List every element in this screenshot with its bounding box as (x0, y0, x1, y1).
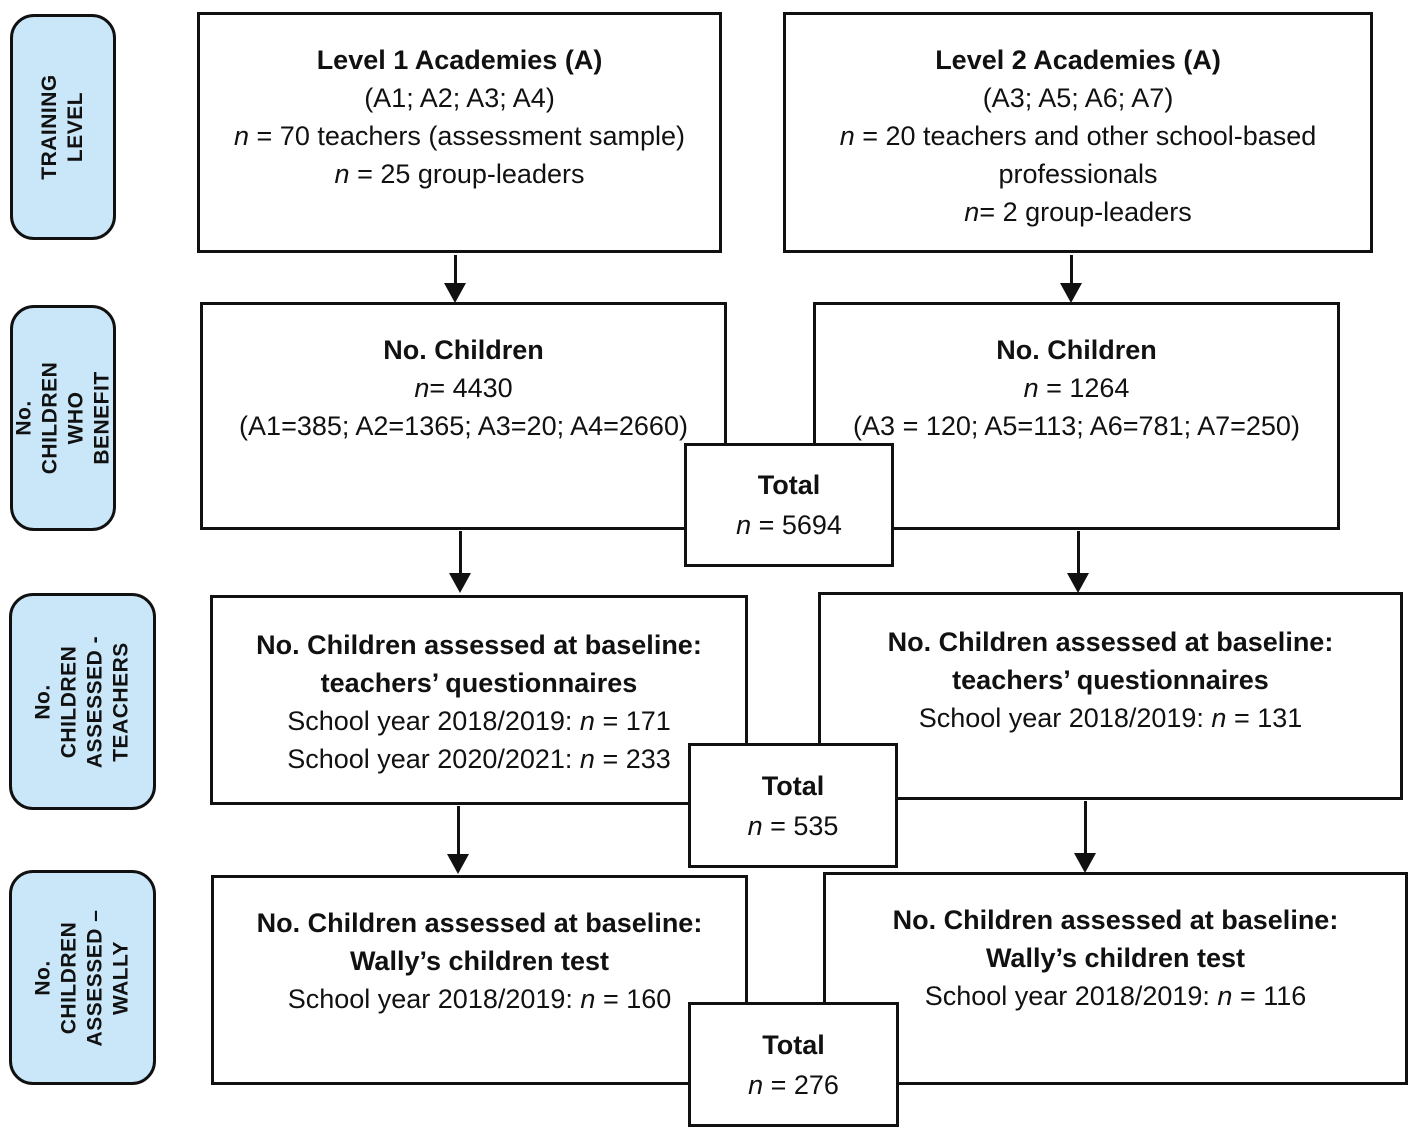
total-assessed-teachers-title: Total (761, 770, 825, 801)
total-assessed-teachers-n: n = 535 (747, 810, 839, 841)
assessed-teachers-level2-year1-n: School year 2018/2019: n = 131 (918, 703, 1303, 733)
row-label-children-benefit: No. CHILDREN WHO BENEFIT (10, 305, 116, 531)
down-arrow-children-to-teachers-left (449, 531, 471, 593)
assessed-wally-level1-title: No. Children assessed at baseline: (256, 908, 703, 938)
box-level1-teachers-n: n = 70 teachers (assessment sample) (234, 121, 685, 151)
arrow-head-icon (444, 283, 466, 303)
box-assessed-teachers-level2: No. Children assessed at baseline: teach… (818, 592, 1403, 800)
box-assessed-wally-level1: No. Children assessed at baseline: Wally… (211, 875, 748, 1085)
box-level1-academies: Level 1 Academies (A) (A1; A2; A3; A4) n… (197, 12, 722, 253)
row-label-training-level: TRAINING LEVEL (10, 14, 116, 240)
box-level2-teachers-n: n = 20 teachers and other school-based p… (839, 121, 1317, 189)
down-arrow-teachers-to-wally-left (447, 806, 469, 874)
children-benefit-level1-title: No. Children (383, 335, 544, 365)
assessed-teachers-level1-subtitle: teachers’ questionnaires (320, 668, 638, 698)
row-label-training-level-text: TRAINING LEVEL (38, 74, 87, 180)
down-arrow-level1-to-children (444, 255, 466, 303)
children-benefit-level2-breakdown: (A3 = 120; A5=113; A6=781; A7=250) (853, 411, 1300, 441)
total-children-benefit-title: Total (757, 470, 821, 500)
box-level1-academy-list: (A1; A2; A3; A4) (364, 83, 555, 113)
arrow-head-icon (1060, 283, 1082, 303)
box-level2-academy-list: (A3; A5; A6; A7) (982, 83, 1174, 113)
arrow-head-icon (1067, 573, 1089, 593)
arrow-head-icon (449, 573, 471, 593)
row-label-assessed-wally: No. CHILDREN ASSESSED – WALLY (9, 870, 156, 1085)
arrow-shaft (1083, 801, 1087, 859)
total-children-benefit-n: n = 5694 (736, 510, 842, 540)
row-label-assessed-teachers: No. CHILDREN ASSESSED - TEACHERS (9, 593, 156, 810)
arrow-shaft (453, 255, 457, 289)
assessed-teachers-level2-subtitle: teachers’ questionnaires (952, 665, 1269, 695)
assessed-teachers-level1-year2-n: School year 2020/2021: n = 233 (287, 744, 671, 774)
arrow-shaft (456, 806, 460, 860)
assessed-wally-level2-title: No. Children assessed at baseline: (892, 905, 1339, 935)
children-benefit-level1-breakdown: (A1=385; A2=1365; A3=20; A4=2660) (239, 411, 688, 441)
assessed-wally-level2-subtitle: Wally’s children test (985, 943, 1246, 973)
assessed-teachers-level2-title: No. Children assessed at baseline: (887, 627, 1334, 657)
box-children-benefit-level2: No. Children n = 1264 (A3 = 120; A5=113;… (813, 302, 1340, 530)
children-benefit-level2-title: No. Children (996, 335, 1157, 365)
children-benefit-level2-n: n = 1264 (1023, 373, 1130, 403)
arrow-head-icon (447, 854, 469, 874)
down-arrow-level2-to-children (1060, 255, 1082, 303)
assessed-wally-level1-year1-n: School year 2018/2019: n = 160 (287, 984, 672, 1014)
row-label-assessed-wally-text: No. CHILDREN ASSESSED – WALLY (31, 909, 133, 1046)
total-assessed-wally-n: n = 276 (748, 1069, 839, 1100)
box-level2-leaders-n: n= 2 group-leaders (964, 197, 1192, 227)
total-children-benefit: Total n = 5694 (684, 443, 894, 567)
assessed-wally-level1-subtitle: Wally’s children test (349, 946, 610, 976)
row-label-children-benefit-text: No. CHILDREN WHO BENEFIT (12, 361, 113, 475)
arrow-shaft (1076, 531, 1080, 579)
children-benefit-level1-n: n= 4430 (414, 373, 513, 403)
assessed-teachers-level1-title: No. Children assessed at baseline: (256, 630, 702, 660)
down-arrow-children-to-teachers-right (1067, 531, 1089, 593)
box-level2-academies: Level 2 Academies (A) (A3; A5; A6; A7) n… (783, 12, 1373, 253)
arrow-shaft (1069, 255, 1073, 289)
box-level1-leaders-n: n = 25 group-leaders (334, 159, 585, 189)
row-label-assessed-teachers-text: No. CHILDREN ASSESSED - TEACHERS (31, 635, 133, 768)
arrow-head-icon (1074, 853, 1096, 873)
down-arrow-teachers-to-wally-right (1074, 801, 1096, 873)
total-assessed-teachers: Total n = 535 (688, 743, 898, 868)
assessed-wally-level2-year1-n: School year 2018/2019: n = 116 (924, 981, 1307, 1011)
box-level2-title: Level 2 Academies (A) (935, 45, 1221, 75)
assessed-teachers-level1-year1-n: School year 2018/2019: n = 171 (287, 706, 671, 736)
total-assessed-wally: Total n = 276 (688, 1002, 899, 1127)
box-assessed-wally-level2: No. Children assessed at baseline: Wally… (823, 872, 1408, 1085)
box-assessed-teachers-level1: No. Children assessed at baseline: teach… (210, 595, 748, 805)
box-level1-title: Level 1 Academies (A) (316, 45, 603, 75)
arrow-shaft (458, 531, 462, 579)
total-assessed-wally-title: Total (762, 1029, 825, 1060)
box-children-benefit-level1: No. Children n= 4430 (A1=385; A2=1365; A… (200, 302, 727, 530)
